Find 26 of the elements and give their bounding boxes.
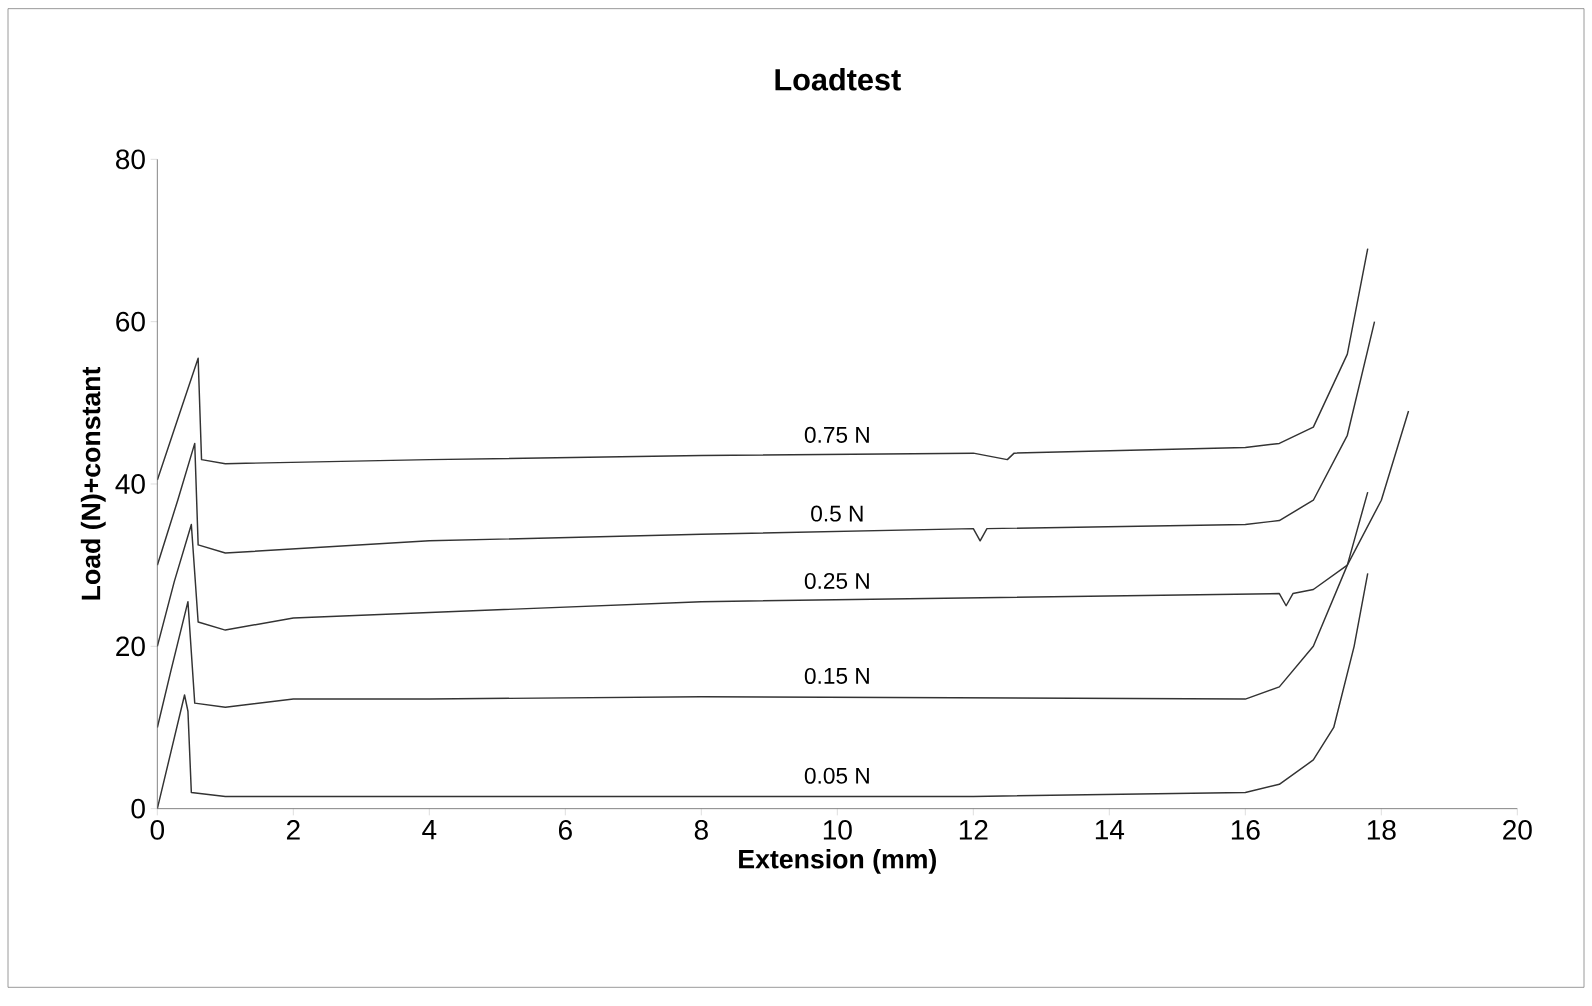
- y-axis-title: Load (N)+constant: [80, 366, 106, 600]
- y-tick-label: 60: [116, 311, 145, 332]
- x-tick-label: 0: [150, 820, 165, 840]
- line-series: [157, 320, 1376, 566]
- y-tick-label: 0: [131, 798, 145, 819]
- line-series: [157, 247, 1369, 481]
- x-tick-label: 6: [558, 820, 572, 840]
- x-tick-label: 14: [1095, 820, 1125, 840]
- series-label: 0.15 N: [804, 667, 869, 684]
- y-tick-label: 80: [116, 149, 145, 170]
- series-label: 0.75 N: [804, 426, 869, 443]
- x-tick-label: 4: [422, 820, 437, 840]
- series-label: 0.05 N: [804, 767, 869, 784]
- x-axis-title: Extension (mm): [739, 849, 936, 874]
- y-tick-label: 20: [116, 636, 145, 657]
- x-tick-label: 8: [694, 820, 708, 840]
- chart-title: Loadtest: [775, 68, 901, 91]
- y-tick-label: 40: [115, 474, 145, 494]
- x-tick-label: 10: [823, 820, 852, 840]
- x-tick-label: 12: [959, 820, 988, 840]
- series-label: 0.25 N: [804, 572, 869, 589]
- x-tick-label: 16: [1231, 820, 1260, 840]
- x-tick-label: 18: [1367, 820, 1396, 840]
- x-tick-label: 2: [286, 820, 300, 840]
- x-tick-label: 20: [1503, 820, 1532, 840]
- series-label: 0.5 N: [811, 505, 863, 522]
